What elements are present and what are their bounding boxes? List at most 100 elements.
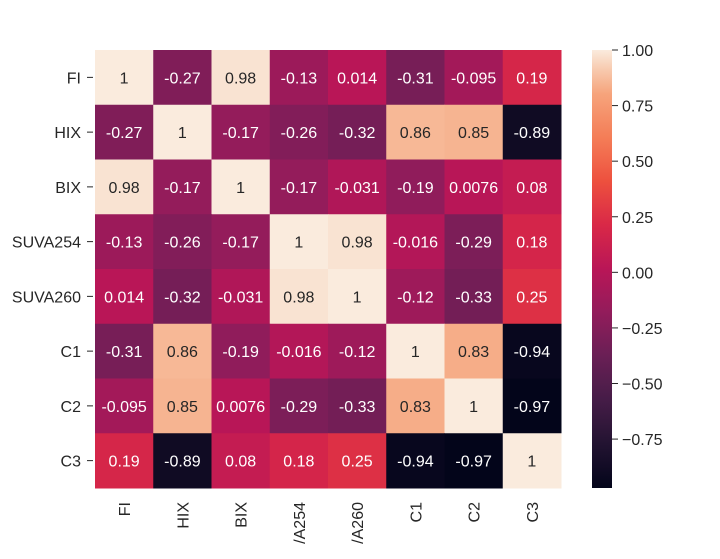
cell-value-label: 0.85	[458, 125, 489, 142]
row-label: HIX	[54, 125, 81, 142]
cell-value-label: 0.98	[283, 289, 314, 306]
column-label: FI	[117, 502, 134, 516]
cell-value-label: 0.18	[283, 454, 314, 471]
cell-value-label: -0.97	[455, 454, 492, 471]
cell-value-label: -0.016	[393, 235, 438, 252]
cell-value-label: 0.86	[400, 125, 431, 142]
cell-value-label: 1	[353, 289, 362, 306]
heatmap-cell	[502, 104, 562, 160]
heatmap-cell	[269, 378, 329, 434]
cell-value-label: 1	[236, 180, 245, 197]
heatmap-cell	[502, 378, 562, 434]
row-label: C2	[61, 399, 82, 416]
heatmap-cell	[444, 50, 504, 106]
heatmap-cell	[444, 214, 504, 270]
heatmap-cell	[211, 378, 271, 434]
heatmap-cell	[328, 50, 387, 106]
heatmap-cell	[153, 323, 212, 379]
heatmap-cell	[211, 269, 271, 325]
heatmap-cell	[502, 269, 562, 325]
colorbar-tick-label: 0.25	[622, 210, 653, 227]
heatmap-cell	[444, 323, 504, 379]
cell-value-label: -0.89	[514, 125, 551, 142]
row-label: SUVA254	[12, 235, 81, 252]
cell-value-label: 1	[527, 454, 536, 471]
cell-value-label: -0.29	[281, 399, 318, 416]
cell-value-label: -0.19	[397, 180, 434, 197]
colorbar-tick-label: 0.75	[622, 99, 653, 116]
cell-value-label: -0.17	[222, 125, 259, 142]
heatmap-cell	[269, 214, 329, 270]
cell-value-label: -0.031	[218, 289, 263, 306]
column-label: /A260	[350, 502, 367, 544]
heatmap-cell	[328, 378, 387, 434]
cell-value-label: -0.27	[164, 70, 201, 87]
cell-value-label: -0.29	[455, 235, 492, 252]
colorbar-tick-label: −0.75	[622, 432, 663, 449]
colorbar-tick-label: 0.00	[622, 265, 653, 282]
heatmap-cell	[386, 378, 445, 434]
heatmap-cell	[153, 159, 212, 215]
row-label: BIX	[55, 180, 81, 197]
cell-value-label: 0.25	[342, 454, 373, 471]
row-label: C1	[61, 344, 82, 361]
cell-value-label: -0.016	[276, 344, 321, 361]
colorbar	[592, 50, 612, 488]
heatmap-cell	[386, 214, 445, 270]
cell-value-label: 0.98	[109, 180, 140, 197]
heatmap-cell	[211, 50, 271, 106]
cell-value-label: 0.014	[337, 70, 377, 87]
heatmap-cell	[328, 433, 387, 489]
heatmap-cell	[386, 159, 445, 215]
column-label: HIX	[175, 502, 192, 529]
cell-value-label: 0.18	[516, 235, 547, 252]
column-labels: FI HIX BIX/A254/A260 C1 C2 C3	[117, 502, 542, 544]
cell-value-label: 0.0076	[449, 180, 498, 197]
column-label: /A254	[292, 502, 309, 544]
cell-value-label: 0.83	[400, 399, 431, 416]
heatmap-cell	[386, 433, 445, 489]
heatmap-cell	[328, 323, 387, 379]
cell-value-label: -0.26	[281, 125, 318, 142]
heatmap-cell	[386, 104, 445, 160]
cell-value-label: -0.12	[339, 344, 376, 361]
cell-value-label: 0.014	[104, 289, 144, 306]
heatmap-cell	[211, 433, 271, 489]
cell-value-label: -0.32	[164, 289, 201, 306]
colorbar-tick-label: −0.25	[622, 321, 663, 338]
cell-value-label: 0.85	[167, 399, 198, 416]
cell-value-label: -0.12	[397, 289, 434, 306]
cell-value-label: 1	[411, 344, 420, 361]
column-label: C1	[408, 502, 425, 523]
heatmap-cell	[386, 50, 445, 106]
heatmap-cell	[386, 323, 445, 379]
cell-value-label: 0.98	[225, 70, 256, 87]
cell-value-label: -0.33	[455, 289, 492, 306]
heatmap-cell	[444, 104, 504, 160]
heatmap-cell	[444, 433, 504, 489]
cell-value-label: 1	[294, 235, 303, 252]
heatmap-cell	[95, 214, 154, 270]
cell-value-label: -0.33	[339, 399, 376, 416]
column-label: BIX	[234, 502, 251, 528]
cell-value-label: -0.13	[281, 70, 318, 87]
colorbar-ticks: 1.00 0.75 0.50 0.25 0.00 −0.25 −0.50 −0.75	[612, 43, 663, 449]
heatmap-cell	[269, 269, 329, 325]
heatmap-cell	[95, 159, 154, 215]
heatmap-cell	[502, 214, 562, 270]
heatmap-cell	[211, 214, 271, 270]
cell-value-label: -0.19	[222, 344, 259, 361]
heatmap-cell	[269, 50, 329, 106]
cell-value-label: -0.31	[397, 70, 434, 87]
heatmap-cell	[211, 104, 271, 160]
row-labels: FI HIX BIX SUVA254 SUVA260 C1 C2 C3	[12, 70, 93, 471]
heatmap-cell	[386, 269, 445, 325]
cell-value-label: 1	[469, 399, 478, 416]
heatmap-cell	[269, 159, 329, 215]
heatmap-cell	[153, 214, 212, 270]
heatmap-cell	[153, 104, 212, 160]
cell-value-label: -0.89	[164, 454, 201, 471]
cell-value-label: -0.095	[451, 70, 496, 87]
heatmap-cell	[502, 50, 562, 106]
